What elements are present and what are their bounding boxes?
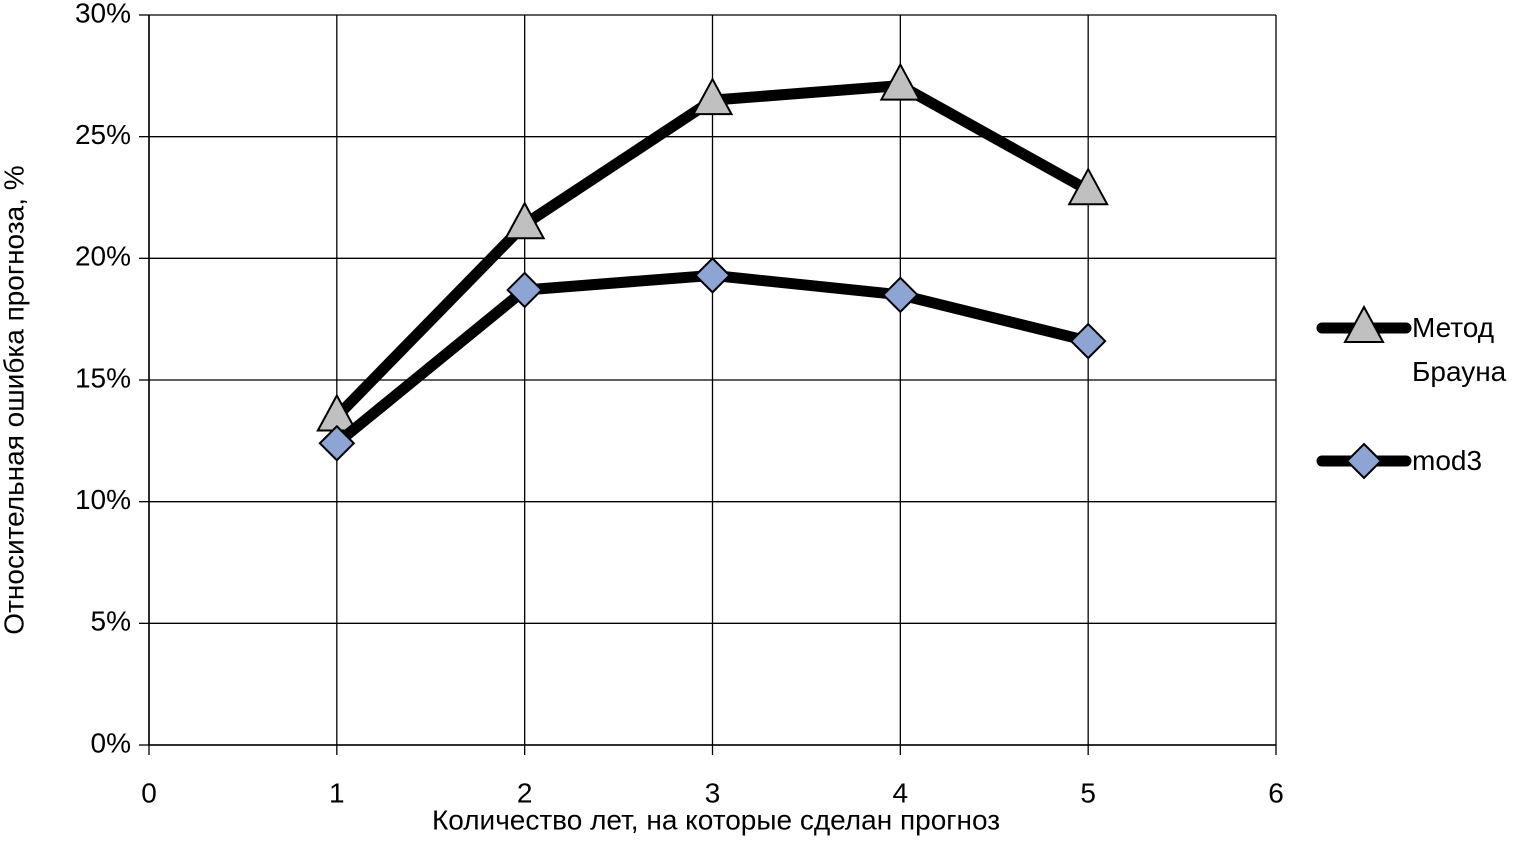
data-point (879, 62, 922, 101)
x-tick-label: 2 (517, 777, 533, 808)
legend-marker (1345, 442, 1383, 480)
y-tick-label: 0% (91, 727, 131, 758)
y-tick-label: 25% (75, 119, 131, 150)
legend-marker (1343, 304, 1385, 343)
x-tick-label: 1 (329, 777, 345, 808)
x-tick-label: 4 (893, 777, 909, 808)
data-point (694, 256, 731, 294)
y-tick-label: 20% (75, 241, 131, 272)
x-axis-label: Количество лет, на которые сделан прогно… (432, 804, 1000, 835)
y-tick-label: 15% (75, 362, 131, 393)
data-point (506, 271, 544, 309)
data-point (1069, 322, 1107, 360)
y-tick-label: 30% (75, 0, 131, 28)
data-point (1067, 167, 1109, 206)
x-tick-label: 6 (1268, 777, 1284, 808)
legend-label: mod3 (1412, 445, 1483, 476)
x-tick-label: 5 (1080, 777, 1096, 808)
data-point (691, 77, 734, 116)
data-point (503, 201, 546, 240)
data-point (318, 424, 356, 462)
x-tick-label: 0 (141, 777, 157, 808)
data-point (881, 276, 919, 314)
y-tick-label: 5% (91, 606, 131, 637)
x-tick-label: 3 (705, 777, 721, 808)
y-tick-label: 10% (75, 484, 131, 515)
y-axis-label: Относительная ошибка прогноза, % (0, 165, 29, 634)
legend-label: Метод Брауна (1412, 312, 1507, 387)
